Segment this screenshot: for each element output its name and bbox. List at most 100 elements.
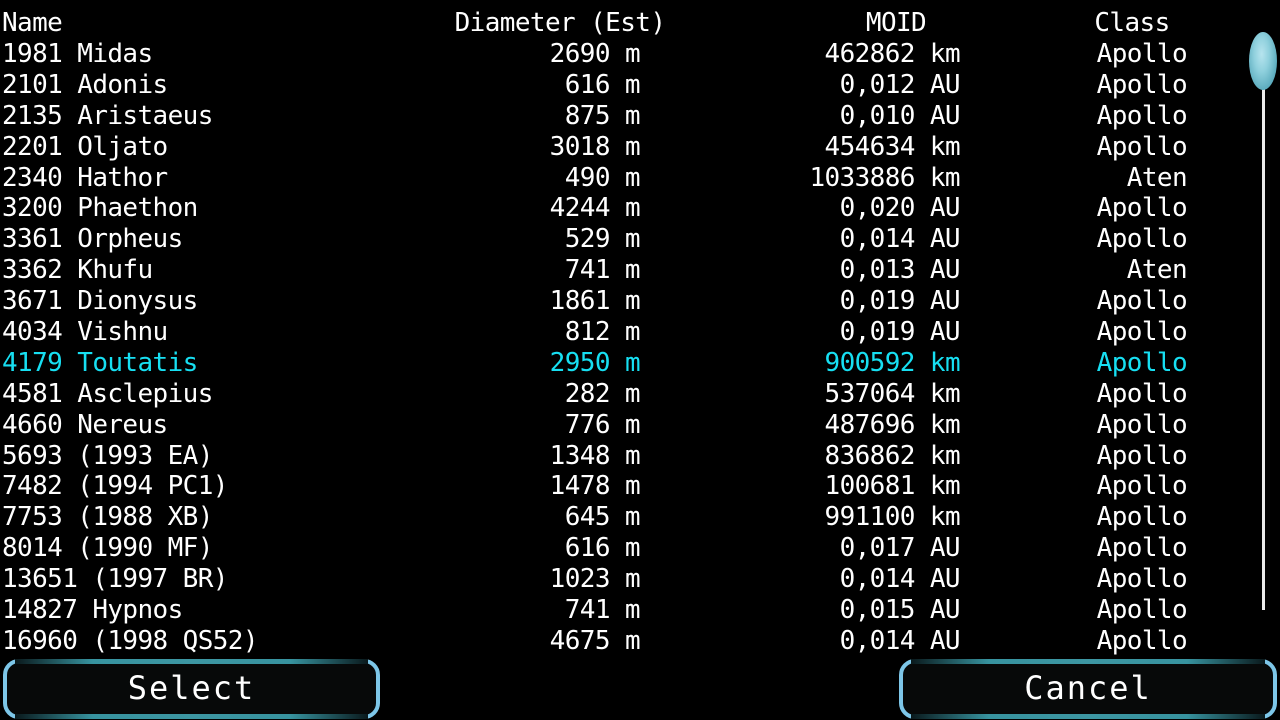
table-row[interactable]: 2340 Hathor 490 m 1033886 km Aten [0, 163, 1280, 194]
table-row[interactable]: 2135 Aristaeus 875 m 0,010 AU Apollo [0, 101, 1280, 132]
cell-name: 3671 Dionysus [2, 286, 198, 317]
table-row[interactable]: 4034 Vishnu 812 m 0,019 AU Apollo [0, 317, 1280, 348]
cell-class: Aten [1126, 255, 1188, 286]
cell-diameter: 741 m [564, 255, 641, 286]
cell-diameter: 1348 m [549, 440, 641, 471]
cell-name: 2201 Oljato [2, 131, 168, 162]
cell-class: Apollo [1096, 502, 1188, 533]
cell-moid: 0,012 AU [839, 69, 961, 100]
cell-moid: 0,019 AU [839, 317, 961, 348]
cell-class: Apollo [1096, 347, 1188, 378]
table-row[interactable]: 3362 Khufu 741 m 0,013 AU Aten [0, 255, 1280, 286]
cell-moid: 900592 km [824, 347, 961, 378]
cell-class: Apollo [1096, 69, 1188, 100]
cell-moid: 0,014 AU [839, 564, 961, 595]
cell-class: Apollo [1096, 409, 1188, 440]
table-row[interactable]: 16960 (1998 QS52) 4675 m 0,014 AU Apollo [0, 626, 1280, 657]
cell-name: 4581 Asclepius [2, 378, 213, 409]
table-row[interactable]: 8014 (1990 MF) 616 m 0,017 AU Apollo [0, 533, 1280, 564]
cell-name: 2101 Adonis [2, 69, 168, 100]
cell-class: Apollo [1096, 440, 1188, 471]
cell-moid: 0,020 AU [839, 193, 961, 224]
table-row[interactable]: 1981 Midas 2690 m 462862 km Apollo [0, 39, 1280, 70]
asteroid-table: Name Diameter (Est) MOID Class 1981 Mida… [0, 8, 1280, 657]
scrollbar-track[interactable] [1262, 88, 1265, 610]
cell-class: Apollo [1096, 317, 1188, 348]
cell-diameter: 776 m [564, 409, 641, 440]
cell-diameter: 1861 m [549, 286, 641, 317]
cell-moid: 991100 km [824, 502, 961, 533]
table-row[interactable]: 3200 Phaethon 4244 m 0,020 AU Apollo [0, 193, 1280, 224]
cell-moid: 537064 km [824, 378, 961, 409]
cell-moid: 0,017 AU [839, 533, 961, 564]
cell-class: Apollo [1096, 533, 1188, 564]
cell-name: 2340 Hathor [2, 162, 168, 193]
cell-name: 3200 Phaethon [2, 193, 198, 224]
table-row[interactable]: 2101 Adonis 616 m 0,012 AU Apollo [0, 70, 1280, 101]
table-row[interactable]: 4660 Nereus 776 m 487696 km Apollo [0, 410, 1280, 441]
cell-name: 4034 Vishnu [2, 317, 168, 348]
cell-name: 1981 Midas [2, 39, 153, 69]
column-header-diameter: Diameter (Est) [454, 8, 666, 38]
cell-moid: 0,010 AU [839, 100, 961, 131]
cell-moid: 0,014 AU [839, 224, 961, 255]
cell-name: 5693 (1993 EA) [2, 440, 213, 471]
table-row[interactable]: 4581 Asclepius 282 m 537064 km Apollo [0, 379, 1280, 410]
table-row[interactable]: 4179 Toutatis 2950 m 900592 km Apollo [0, 348, 1280, 379]
cell-moid: 462862 km [824, 39, 961, 69]
cell-class: Apollo [1096, 131, 1188, 162]
cell-moid: 0,019 AU [839, 286, 961, 317]
cell-name: 14827 Hypnos [2, 595, 183, 626]
cell-diameter: 2690 m [549, 39, 641, 69]
table-body: 1981 Midas 2690 m 462862 km Apollo 2101 … [0, 39, 1280, 657]
cell-moid: 1033886 km [809, 162, 960, 193]
cell-diameter: 2950 m [549, 347, 641, 378]
cell-class: Apollo [1096, 378, 1188, 409]
cell-diameter: 645 m [564, 502, 641, 533]
table-row[interactable]: 3361 Orpheus 529 m 0,014 AU Apollo [0, 224, 1280, 255]
cell-name: 2135 Aristaeus [2, 100, 213, 131]
cell-class: Apollo [1096, 595, 1188, 626]
cell-diameter: 1023 m [549, 564, 641, 595]
table-row[interactable]: 5693 (1993 EA) 1348 m 836862 km Apollo [0, 441, 1280, 472]
cell-moid: 0,015 AU [839, 595, 961, 626]
cell-class: Apollo [1096, 193, 1188, 224]
cell-name: 7482 (1994 PC1) [2, 471, 228, 502]
select-button[interactable]: Select [3, 659, 380, 719]
cell-diameter: 812 m [564, 317, 641, 348]
table-row[interactable]: 3671 Dionysus 1861 m 0,019 AU Apollo [0, 286, 1280, 317]
cell-moid: 100681 km [824, 471, 961, 502]
column-header-class: Class [1094, 8, 1170, 38]
cell-name: 3361 Orpheus [2, 224, 183, 255]
cell-moid: 454634 km [824, 131, 961, 162]
cell-diameter: 4244 m [549, 193, 641, 224]
cell-diameter: 741 m [564, 595, 641, 626]
table-row[interactable]: 2201 Oljato 3018 m 454634 km Apollo [0, 132, 1280, 163]
cell-moid: 487696 km [824, 409, 961, 440]
cell-diameter: 529 m [564, 224, 641, 255]
cell-diameter: 4675 m [549, 625, 641, 656]
cell-moid: 836862 km [824, 440, 961, 471]
cell-class: Apollo [1096, 224, 1188, 255]
cell-diameter: 282 m [564, 378, 641, 409]
cell-class: Apollo [1096, 100, 1188, 131]
table-row[interactable]: 7753 (1988 XB) 645 m 991100 km Apollo [0, 502, 1280, 533]
table-row[interactable]: 14827 Hypnos 741 m 0,015 AU Apollo [0, 595, 1280, 626]
cell-name: 16960 (1998 QS52) [2, 625, 259, 656]
cell-moid: 0,013 AU [839, 255, 961, 286]
cell-name: 4179 Toutatis [2, 347, 198, 378]
table-row[interactable]: 7482 (1994 PC1) 1478 m 100681 km Apollo [0, 471, 1280, 502]
cell-name: 13651 (1997 BR) [2, 564, 228, 595]
cell-diameter: 3018 m [549, 131, 641, 162]
cell-class: Apollo [1096, 625, 1188, 656]
cancel-button[interactable]: Cancel [899, 659, 1277, 719]
scrollbar-thumb[interactable] [1249, 32, 1277, 90]
cell-diameter: 616 m [564, 69, 641, 100]
cell-moid: 0,014 AU [839, 625, 961, 656]
table-row[interactable]: 13651 (1997 BR) 1023 m 0,014 AU Apollo [0, 564, 1280, 595]
cell-diameter: 1478 m [549, 471, 641, 502]
column-header-moid: MOID [865, 8, 927, 38]
cell-class: Apollo [1096, 286, 1188, 317]
cell-class: Apollo [1096, 564, 1188, 595]
